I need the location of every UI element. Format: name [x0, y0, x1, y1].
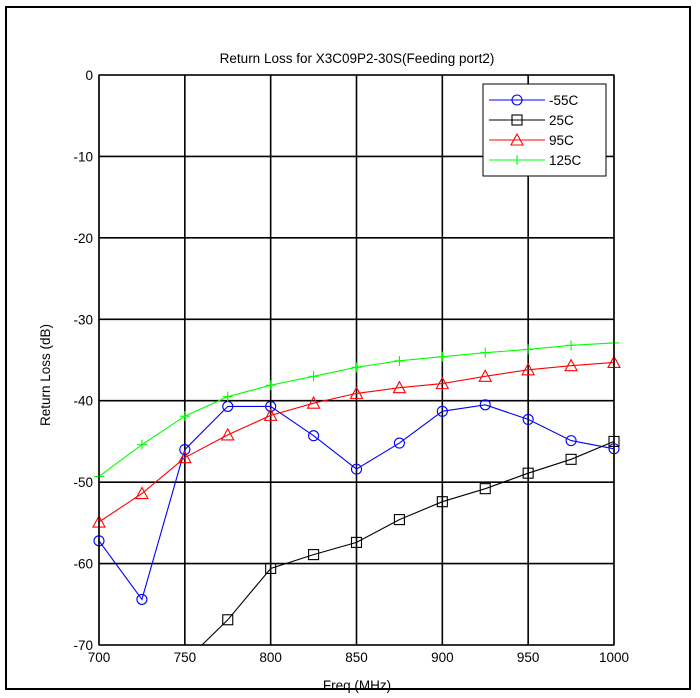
data-point — [180, 411, 190, 421]
y-tick-label: -50 — [73, 475, 93, 490]
legend-label: -55C — [549, 93, 579, 108]
y-tick-label: -40 — [73, 394, 93, 409]
data-point — [523, 344, 533, 354]
data-point — [309, 371, 319, 381]
data-point — [394, 356, 404, 366]
y-tick-label: -10 — [73, 149, 93, 164]
data-point — [480, 348, 490, 358]
y-tick-label: -70 — [73, 638, 93, 653]
x-tick-label: 750 — [174, 650, 197, 665]
data-point — [566, 340, 576, 350]
series-line — [202, 441, 614, 645]
x-tick-label: 950 — [517, 650, 540, 665]
y-tick-label: -30 — [73, 312, 93, 327]
y-tick-label: -20 — [73, 231, 93, 246]
legend: -55C 25C 95C 125C — [483, 84, 606, 176]
series-25C — [202, 436, 619, 645]
y-tick-label: 0 — [85, 68, 93, 83]
legend-label: 25C — [549, 113, 574, 128]
data-point — [437, 352, 447, 362]
x-axis-label: Freq (MHz) — [323, 678, 391, 693]
chart-title: Return Loss for X3C09P2-30S(Feeding port… — [220, 51, 495, 66]
x-tick-label: 1000 — [599, 650, 629, 665]
legend-label: 95C — [549, 133, 574, 148]
legend-box — [483, 84, 606, 176]
x-tick-label: 800 — [259, 650, 282, 665]
y-tick-label: -60 — [73, 557, 93, 572]
y-axis-label: Return Loss (dB) — [38, 324, 53, 426]
data-point — [137, 440, 147, 450]
legend-label: 125C — [549, 153, 582, 168]
data-point — [266, 380, 276, 390]
x-tick-label: 900 — [431, 650, 454, 665]
x-tick-label: 850 — [345, 650, 368, 665]
data-point — [352, 362, 362, 372]
